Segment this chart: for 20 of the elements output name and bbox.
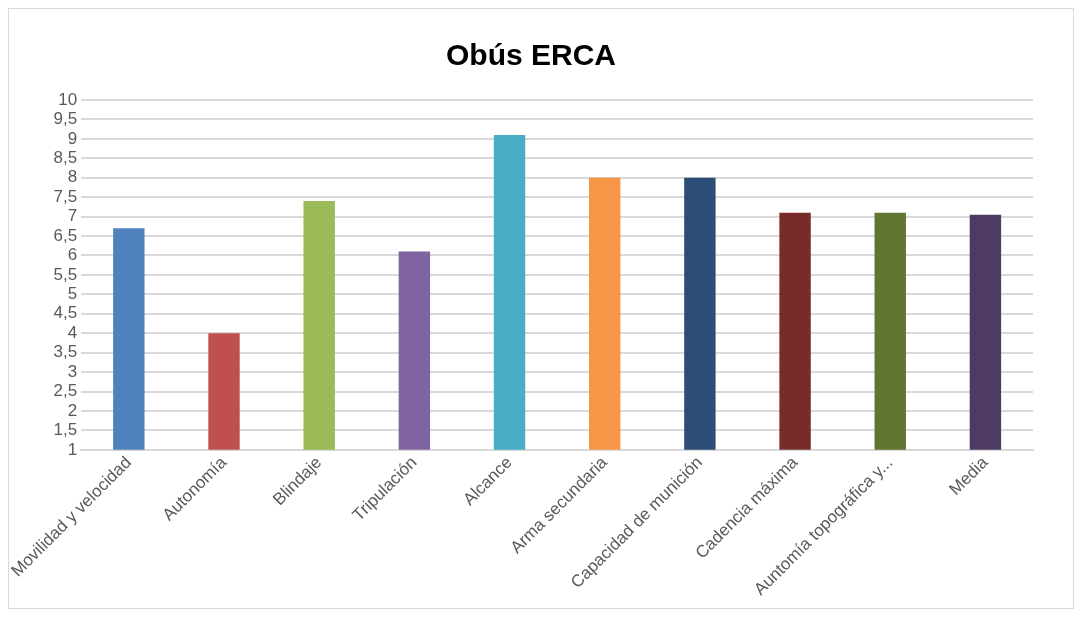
y-tick-label: 9,5 [53,109,78,129]
y-tick-label: 5 [67,284,78,304]
y-tick-label: 8,5 [53,147,78,167]
y-tick-label: 7,5 [53,186,78,206]
y-tick-label: 3,5 [53,342,78,362]
y-tick-label: 10 [58,89,78,109]
y-tick-label: 7 [67,206,78,226]
chart-title: Obús ERCA [445,38,617,72]
y-tick-label: 9 [67,128,78,148]
y-tick-label: 4 [67,322,78,342]
y-tick-label: 2,5 [53,381,78,401]
y-tick-label: 5,5 [53,264,78,284]
y-tick-label: 4,5 [53,303,78,323]
y-tick-label: 2 [67,400,78,420]
y-tick-label: 6,5 [53,225,78,245]
y-tick-label: 8 [67,167,78,187]
y-tick-label: 1,5 [53,420,78,440]
y-tick-label: 6 [67,245,78,265]
y-tick-label: 3 [67,361,78,381]
y-tick-label: 1 [67,439,78,459]
